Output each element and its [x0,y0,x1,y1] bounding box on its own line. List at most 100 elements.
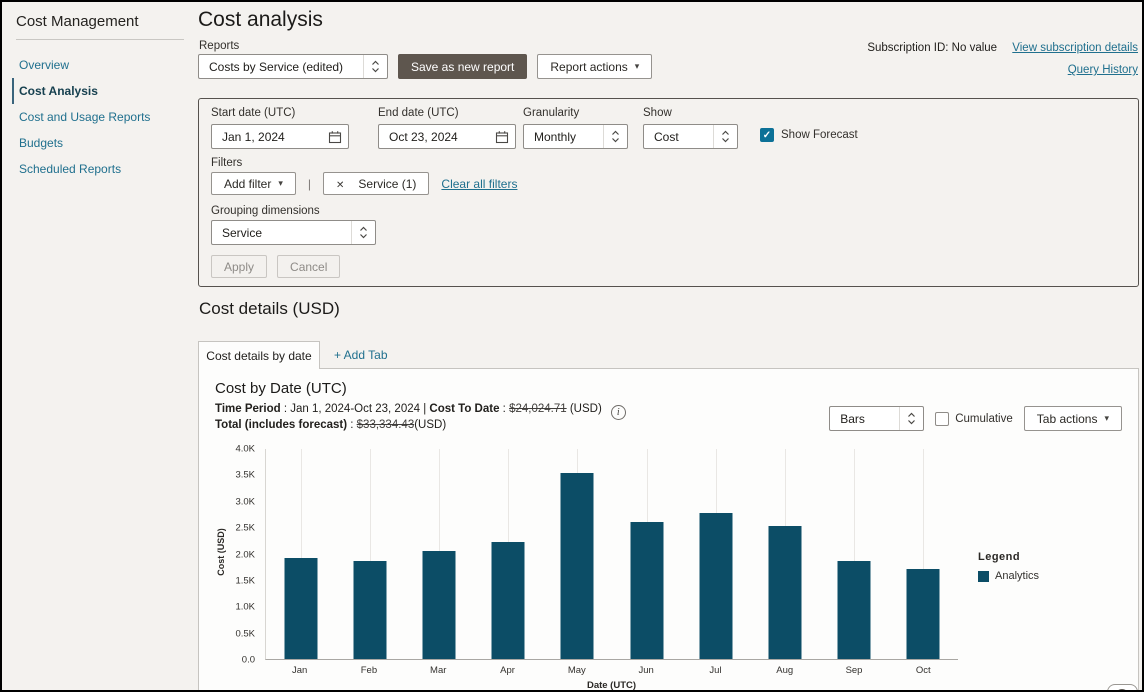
cumulative-group: Cumulative [935,411,1013,426]
separator: : [347,419,357,431]
chart-card: Cost by Date (UTC) Time Period : Jan 1, … [198,368,1139,690]
bar-slot-aug [750,449,819,659]
clear-all-filters-link[interactable]: Clear all filters [441,176,518,191]
gridline [923,449,925,659]
bar-apr[interactable] [491,542,525,659]
report-select[interactable]: Costs by Service (edited) [198,54,388,79]
sidebar-item-cost-analysis[interactable]: Cost Analysis [12,78,186,104]
sidebar-item-overview[interactable]: Overview [19,58,70,72]
show-field-group: Show Cost [643,107,738,149]
grouping-select[interactable]: Service [211,220,376,245]
bar-jul[interactable] [699,513,733,659]
info-icon[interactable]: i [610,405,626,420]
add-filter-button[interactable]: Add filter ▾ [211,172,296,195]
sidebar-divider [16,39,184,40]
report-select-value: Costs by Service (edited) [209,59,344,74]
show-forecast-checkbox[interactable] [760,128,774,142]
x-tick-jan: Jan [291,665,308,676]
cancel-button[interactable]: Cancel [277,255,341,278]
query-history-row: Query History [1068,64,1138,76]
filter-panel: Start date (UTC) Jan 1, 2024 End date (U… [198,98,1139,287]
x-tick-may: May [567,665,586,676]
chart-type-select[interactable]: Bars [829,406,925,431]
x-tick-oct: Oct [915,665,931,676]
caret-down-icon: ▾ [278,178,283,188]
subscription-row: Subscription ID: No value View subscript… [867,42,1138,54]
y-tick-0.5K: 0.5K [235,628,255,640]
end-date-field-group: End date (UTC) Oct 23, 2024 [378,107,516,149]
bar-feb[interactable] [353,561,387,659]
start-date-input[interactable]: Jan 1, 2024 [211,124,349,149]
calendar-icon[interactable] [489,125,515,148]
chart-title: Cost by Date (UTC) [215,380,347,397]
chart-plot [265,449,958,660]
apply-button[interactable]: Apply [211,255,268,278]
separator: : [499,403,510,415]
granularity-select[interactable]: Monthly [523,124,628,149]
add-filter-label: Add filter [224,176,272,191]
gridline [854,449,856,659]
sidebar-item-budgets[interactable]: Budgets [19,136,64,150]
stepper-icon [603,125,627,148]
bar-jun[interactable] [630,521,664,659]
granularity-field-group: Granularity Monthly [523,107,628,149]
subscription-id-text: Subscription ID: No value [867,42,998,54]
tab-actions-button[interactable]: Tab actions ▾ [1023,406,1122,431]
view-subscription-details-link[interactable]: View subscription details [1012,42,1138,54]
query-history-link[interactable]: Query History [1067,64,1138,76]
end-date-input[interactable]: Oct 23, 2024 [378,124,516,149]
cumulative-checkbox[interactable] [935,411,950,426]
service-filter-chip[interactable]: Service (1) [323,172,430,195]
bar-aug[interactable] [768,525,802,659]
help-widget-partial[interactable] [1107,684,1138,690]
close-icon[interactable] [336,177,351,191]
x-tick-mar: Mar [430,665,447,676]
bar-slot-may [543,449,612,659]
chart-controls: Bars Cumulative Tab actions ▾ [829,406,1122,431]
sidebar-nav: Overview Cost Analysis Cost and Usage Repo… [2,52,186,182]
show-value: Cost [654,129,679,144]
show-select[interactable]: Cost [643,124,738,149]
bar-oct[interactable] [906,569,940,659]
report-controls-row: Costs by Service (edited) Save as new re… [198,54,653,79]
gridline [369,449,371,659]
total-value: $33,334.43 [356,419,415,431]
y-tick-0.0: 0.0 [241,654,255,666]
grouping-dimensions-label: Grouping dimensions [211,205,320,217]
tab-cost-details-by-date[interactable]: Cost details by date [198,341,320,369]
legend-item-analytics[interactable]: Analytics [978,570,1039,582]
calendar-icon[interactable] [322,125,348,148]
bar-sep[interactable] [837,561,871,659]
report-actions-button[interactable]: Report actions ▾ [537,54,653,79]
chart-type-value: Bars [840,411,865,426]
total-label: Total (includes forecast) [215,419,348,431]
x-tick-apr: Apr [500,665,515,676]
sidebar-item-scheduled-reports[interactable]: Scheduled Reports [19,162,122,176]
report-actions-label: Report actions [550,59,628,74]
stepper-icon [713,125,737,148]
start-date-label: Start date (UTC) [211,107,296,119]
filters-divider: | [307,176,312,191]
main-content: Cost analysis Reports Costs by Service (… [198,2,1139,690]
bar-may[interactable] [560,472,594,659]
bar-slot-jun [612,449,681,659]
cost-details-heading: Cost details (USD) [199,299,340,318]
end-date-label: End date (UTC) [378,107,459,119]
bar-mar[interactable] [422,551,456,659]
bar-slot-sep [820,449,889,659]
y-tick-3.5K: 3.5K [235,469,255,481]
separator: | [420,403,430,415]
add-tab-button[interactable]: + Add Tab [334,348,388,362]
save-as-new-report-button[interactable]: Save as new report [398,54,528,79]
legend-title: Legend [978,551,1021,563]
grouping-value: Service [222,225,263,240]
x-tick-jul: Jul [709,665,722,676]
sidebar-item-cost-and-usage-reports[interactable]: Cost and Usage Reports [19,110,151,124]
show-label: Show [643,107,672,119]
filters-label: Filters [211,157,243,169]
bar-jan[interactable] [284,557,318,659]
page-title: Cost analysis [198,8,323,31]
x-tick-aug: Aug [776,665,794,676]
y-tick-2.5K: 2.5K [235,522,255,534]
